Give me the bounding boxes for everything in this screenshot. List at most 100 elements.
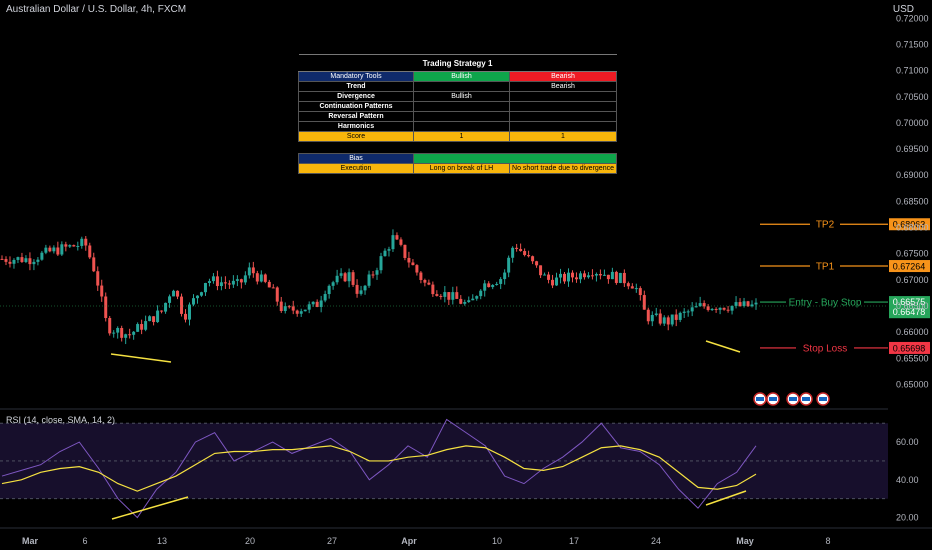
candle [411,262,415,266]
axes: 0.72000 0.71500 0.71000 0.70500 0.70000 0.695… [0,13,932,546]
candle [311,301,315,305]
candle [176,290,180,297]
candle [586,275,590,278]
level-lines: TP2 0.68063 TP1 0.67264 Entry - Buy Stop Stop… [0,217,930,363]
candle [391,235,395,250]
table-head-row: Mandatory Tools Bullish Bearish [298,71,618,82]
execution-row: Execution Long on break of LH No short t… [298,163,618,174]
price-tick-label: 0.68500 [896,196,929,206]
candle [650,314,654,322]
table-row: Reversal Pattern [298,111,618,122]
price-tick-label: 0.69500 [896,144,929,154]
price-tick-label: 0.66000 [896,327,929,337]
row-label: Trend [298,81,414,92]
head-tools: Mandatory Tools [298,71,414,82]
candle [128,334,132,336]
candle [180,296,184,314]
event-flag-icon[interactable] [756,397,764,401]
price-tick-label: 0.65500 [896,353,929,363]
candle [495,283,499,286]
candle [211,276,215,282]
event-flag-icon[interactable] [819,397,827,401]
rsi-line [1,418,757,519]
event-flags[interactable] [753,392,830,406]
candle [427,282,431,285]
row-label: Divergence [298,91,414,102]
candle [108,318,112,334]
score-bullish: 1 [413,131,510,142]
candle [359,290,363,294]
candle [395,235,399,240]
execution-label: Execution [298,163,414,174]
row-label: Reversal Pattern [298,111,414,122]
row-bullish [413,121,510,132]
candle [96,271,100,286]
candle [578,273,582,280]
time-tick-label: 17 [569,536,579,546]
candle [455,292,459,299]
current-price-label: 0.66478 [893,307,926,317]
candle [4,259,8,262]
candle [295,310,299,314]
price-tag [889,218,930,231]
candle [235,279,239,281]
candle [431,284,435,295]
candle [307,304,311,310]
rsi-ma-line [1,445,757,492]
candle [383,250,387,257]
candle [574,277,578,280]
candle [323,294,327,301]
event-flag-icon[interactable] [802,397,810,401]
candle [399,239,403,245]
candle [271,287,275,289]
strategy-table: Trading Strategy 1 Mandatory Tools Bulli… [298,54,618,174]
candle [594,274,598,276]
candle [718,307,722,310]
price-tick-label: 0.68000 [896,223,929,233]
candle [423,279,427,283]
bias-value [412,153,618,164]
candle [403,244,407,258]
candle [259,274,263,282]
candle [223,282,227,284]
candle [407,257,411,263]
event-flag-icon[interactable] [789,397,797,401]
price-tick-label: 0.67500 [896,249,929,259]
candle [84,238,88,246]
candle [511,247,515,258]
candle [16,257,20,260]
candle [343,273,347,282]
rsi-tick-label: 40.00 [896,475,919,485]
candle [32,261,36,265]
candle [363,285,367,291]
candle [227,283,231,285]
table-title-row: Trading Strategy 1 [298,54,617,72]
bias-row: Bias [298,153,618,164]
candle [80,238,84,246]
level-label-stop: Stop Loss [803,343,847,354]
candle [136,324,140,332]
candle [40,252,44,260]
candle [590,275,594,277]
candle [467,300,471,303]
candle [263,274,267,282]
price-tick-label: 0.72000 [896,13,929,23]
candle [527,255,531,257]
rsi-tick-label: 60.00 [896,437,919,447]
candle [203,282,207,293]
candle [543,274,547,276]
candle [48,247,52,252]
row-bearish: Bearish [508,81,618,92]
candle [754,302,758,305]
candle [479,290,483,297]
candle [547,274,551,280]
currency-label: USD [892,4,914,15]
rsi-title[interactable]: RSI (14, close, SMA, 14, 2) [6,415,116,425]
candle [56,247,60,255]
candle [60,244,64,255]
candle [555,277,559,286]
candle [275,287,279,302]
event-flag-icon[interactable] [769,397,777,401]
candle [44,247,48,253]
score-bearish: 1 [508,131,618,142]
